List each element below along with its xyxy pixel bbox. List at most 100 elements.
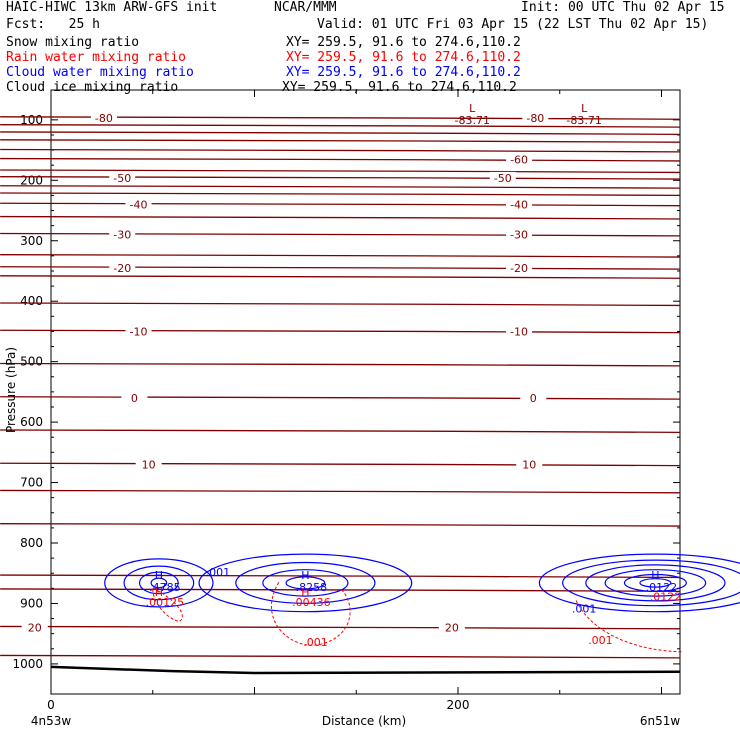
organization-label: NCAR/MMM xyxy=(274,0,337,15)
isotherm-label: -50 xyxy=(494,172,512,185)
isotherm xyxy=(0,148,681,153)
rain-water-max-marker: H xyxy=(301,586,309,599)
field-xy-cloud-water: XY= 259.5, 91.6 to 274.6,110.2 xyxy=(286,65,521,80)
isotherm xyxy=(0,266,681,270)
field-xy-rain: XY= 259.5, 91.6 to 274.6,110.2 xyxy=(286,50,521,65)
isotherm-label-bg xyxy=(506,153,533,166)
cloud-water-max-marker: H xyxy=(155,569,163,582)
rain-water-contour-label: .001 xyxy=(588,634,613,647)
low-marker: L xyxy=(469,102,476,115)
isotherm-label: 20 xyxy=(28,622,42,635)
isotherm-label-bg xyxy=(506,198,533,211)
rain-water-max-value: .00436 xyxy=(292,596,331,609)
isotherm-label-bg xyxy=(520,391,547,404)
isotherms: -80 -80 -60 -50 -50 -40 -40 -30 -30 -20 -20 -10 -10 0… xyxy=(0,102,681,659)
isotherm xyxy=(0,275,681,279)
isotherm xyxy=(0,131,681,135)
cloud-water-contour xyxy=(104,558,214,608)
ground-line xyxy=(50,665,681,675)
rain-water-max-marker: H xyxy=(155,586,163,599)
cloud-water-max-marker: H xyxy=(301,569,309,582)
isotherm xyxy=(0,215,681,220)
isotherm-label-bg xyxy=(506,228,533,241)
cloud-water-contour xyxy=(562,559,740,607)
isotherm xyxy=(0,202,681,207)
isotherm xyxy=(0,192,681,197)
low-value: -83.71 xyxy=(455,114,490,127)
isotherm-label-bg xyxy=(121,391,148,404)
cloud-water-contour xyxy=(585,564,726,602)
isotherm-label: -20 xyxy=(510,262,528,275)
model-title: HAIC-HIWC 13km ARW-GFS init xyxy=(6,0,218,15)
isotherm xyxy=(0,574,681,579)
y-tick-label: 500 xyxy=(20,355,43,369)
y-tick-label: 400 xyxy=(20,294,43,308)
cloud-water-max-value: .4785 xyxy=(149,581,181,594)
isotherm-label: -80 xyxy=(95,112,113,125)
isotherm-label-bg xyxy=(522,112,549,125)
rain-water-max-value: .00125 xyxy=(146,596,185,609)
isotherm-label: -30 xyxy=(113,229,131,242)
isotherm xyxy=(0,157,681,162)
isotherm-label: -50 xyxy=(113,172,131,185)
cloud-water-contour xyxy=(538,553,740,613)
cloud-water-contour-label: .001 xyxy=(572,603,597,616)
field-name-cloud-water: Cloud water mixing ratio xyxy=(6,65,194,80)
isotherm xyxy=(0,232,681,237)
isotherm-label: -80 xyxy=(526,112,544,125)
cloud-water-contour-label: .001 xyxy=(206,566,231,579)
x-end-location: 6n51w xyxy=(640,714,681,728)
cloud-water-contour xyxy=(138,571,179,595)
isotherm-label: -10 xyxy=(130,325,148,338)
isotherm xyxy=(0,329,681,334)
isotherm-label-bg xyxy=(21,621,48,634)
cloud-water-contour xyxy=(150,577,168,589)
cloud-water-contour xyxy=(262,569,349,597)
isotherm-label: -30 xyxy=(510,229,528,242)
isotherm-label-bg xyxy=(90,112,117,125)
cloud-water-contour xyxy=(623,573,687,592)
x-start-location: 4n53w xyxy=(31,714,72,728)
cloud-water-contour xyxy=(604,569,707,597)
cloud-water-contour xyxy=(123,565,195,601)
field-name-snow: Snow mixing ratio xyxy=(6,35,140,50)
isotherm-label-bg xyxy=(489,171,516,184)
y-tick-label: 300 xyxy=(20,234,43,248)
x-tick-label: 0 xyxy=(47,698,55,712)
isotherm xyxy=(0,523,681,527)
isotherm xyxy=(0,176,681,180)
field-name-cloud-ice: Cloud ice mixing ratio xyxy=(6,80,179,95)
isotherm-label-bg xyxy=(109,228,136,241)
valid-time: Valid: 01 UTC Fri 03 Apr 15 (22 LST Thu … xyxy=(317,17,709,32)
y-axis-label: Pressure (hPa) xyxy=(4,347,18,433)
cloud-water-max-value: .0122 xyxy=(646,581,678,594)
isotherm-label-bg xyxy=(109,171,136,184)
isotherm xyxy=(0,169,681,174)
isotherm-label-bg xyxy=(135,458,162,471)
isotherm-label: -40 xyxy=(510,198,528,211)
isotherm-label-bg xyxy=(516,458,543,471)
cloud-water-max-marker: H xyxy=(651,569,659,582)
y-tick-label: 900 xyxy=(20,596,43,610)
low-value: -83.71 xyxy=(566,114,601,127)
y-tick-label: 1000 xyxy=(12,657,43,671)
low-marker: L xyxy=(581,102,588,115)
isotherm-label-bg xyxy=(506,261,533,274)
cloud-water-contour xyxy=(639,578,672,588)
isotherm xyxy=(0,462,681,467)
isotherm xyxy=(0,185,681,189)
isotherm-label-bg xyxy=(109,261,136,274)
field-xy-cloud-ice: XY= 259.5, 91.6 to 274.6,110.2 xyxy=(282,80,517,95)
isotherm-label-bg xyxy=(125,325,152,338)
terrain xyxy=(50,665,681,675)
rain-water-contour xyxy=(575,600,682,653)
isotherm-label: 10 xyxy=(142,458,156,471)
y-tick-label: 600 xyxy=(20,415,43,429)
y-tick-label: 800 xyxy=(20,536,43,550)
x-tick-label: 200 xyxy=(447,698,470,712)
isotherm xyxy=(0,489,681,494)
isotherm-label: 0 xyxy=(131,392,138,405)
